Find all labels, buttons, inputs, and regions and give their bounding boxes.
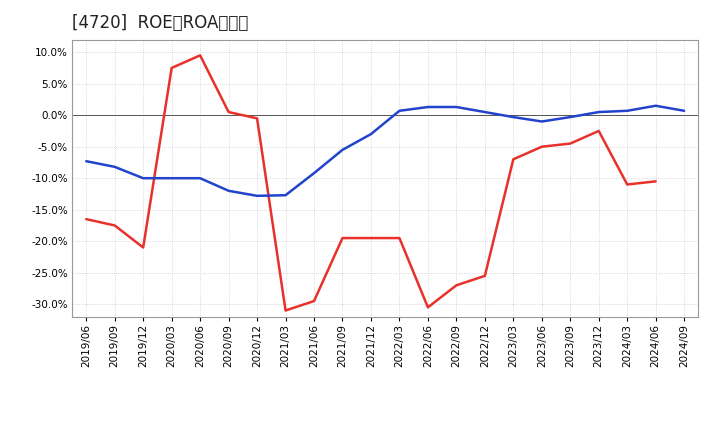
ROE (395, 235, 404, 241)
ROA (509, 114, 518, 120)
ROE (167, 65, 176, 70)
ROE (110, 223, 119, 228)
ROA (139, 176, 148, 181)
ROA (652, 103, 660, 108)
ROE (566, 141, 575, 146)
ROA (196, 176, 204, 181)
ROE (652, 179, 660, 184)
ROE (282, 308, 290, 313)
ROA (338, 147, 347, 153)
ROE (595, 128, 603, 134)
ROA (82, 158, 91, 164)
ROA (110, 164, 119, 169)
ROE (338, 235, 347, 241)
ROE (253, 116, 261, 121)
ROA (282, 193, 290, 198)
ROE (537, 144, 546, 149)
ROA (623, 108, 631, 114)
ROA (566, 114, 575, 120)
ROA (423, 104, 432, 110)
ROE (423, 305, 432, 310)
ROE (82, 216, 91, 222)
Line: ROE: ROE (86, 55, 656, 311)
ROA (225, 188, 233, 194)
ROA (537, 119, 546, 124)
ROE (139, 245, 148, 250)
ROA (366, 132, 375, 137)
ROA (167, 176, 176, 181)
ROA (310, 171, 318, 176)
ROA (680, 108, 688, 114)
ROE (623, 182, 631, 187)
ROE (225, 110, 233, 115)
ROE (452, 282, 461, 288)
ROA (480, 110, 489, 115)
ROA (595, 110, 603, 115)
ROE (310, 298, 318, 304)
ROA (452, 104, 461, 110)
Text: [4720]  ROE、ROAの推移: [4720] ROE、ROAの推移 (72, 15, 248, 33)
ROE (509, 157, 518, 162)
Line: ROA: ROA (86, 106, 684, 196)
ROE (366, 235, 375, 241)
ROA (395, 108, 404, 114)
ROE (196, 53, 204, 58)
ROE (480, 273, 489, 279)
ROA (253, 193, 261, 198)
